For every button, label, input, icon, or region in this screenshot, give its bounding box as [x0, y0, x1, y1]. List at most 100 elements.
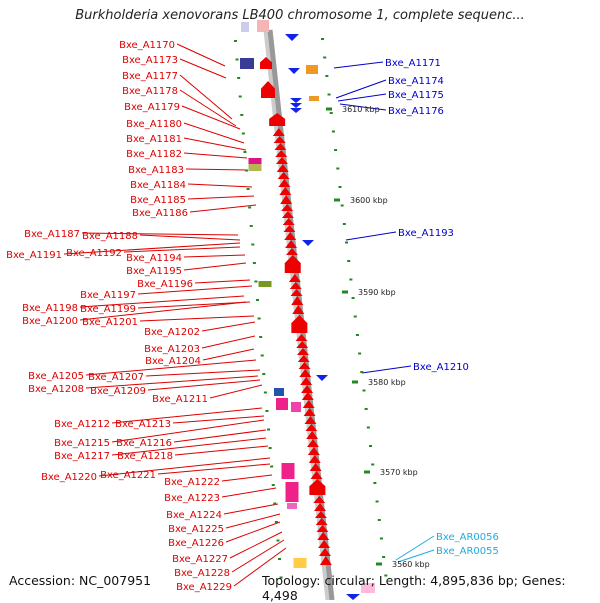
gene-feature	[291, 402, 301, 412]
leader-line-bxe_a1205	[85, 359, 257, 376]
gene-label-bxe_a1170: Bxe_A1170	[119, 40, 175, 51]
gene-feature-forward	[277, 172, 290, 179]
leader-line-bxe_a1220	[98, 457, 271, 477]
gene-feature-forward	[272, 128, 285, 136]
gene-feature-forward	[304, 416, 317, 424]
minor-tick	[245, 169, 249, 172]
gene-label-bxe_a1199: Bxe_A1199	[80, 304, 136, 315]
leader-line-bxe_a1211	[209, 384, 263, 399]
gene-feature-reverse	[285, 34, 299, 41]
minor-tick	[241, 132, 245, 135]
minor-tick	[263, 391, 267, 394]
gene-label-bxe_a1183: Bxe_A1183	[128, 165, 184, 176]
gene-label-bxe_a1202: Bxe_A1202	[144, 327, 200, 338]
leader-line-bxe_a1202	[201, 321, 256, 332]
minor-tick	[254, 280, 258, 283]
gene-feature	[248, 158, 262, 164]
gene-feature	[281, 463, 295, 479]
gene-label-bxe_a1194: Bxe_A1194	[126, 253, 182, 264]
gene-feature	[240, 58, 254, 69]
gene-feature-forward	[273, 136, 286, 143]
minor-tick	[234, 40, 237, 42]
gene-feature	[285, 482, 299, 502]
minor-tick	[364, 408, 368, 410]
leader-line-bxe_a1228	[231, 539, 285, 573]
gene-feature-forward	[281, 211, 294, 218]
gene-label-bxe_a1188: Bxe_A1188	[82, 231, 138, 242]
gene-label-bxe_a1208: Bxe_A1208	[28, 384, 84, 395]
gene-feature-reverse	[346, 594, 360, 600]
minor-tick	[260, 354, 264, 357]
gene-feature-forward	[292, 305, 305, 314]
gene-feature-forward	[260, 57, 272, 69]
gene-feature-forward	[285, 240, 298, 248]
leader-line-bxe_a1191	[63, 242, 241, 255]
minor-tick	[274, 521, 278, 523]
gene-label-bxe_a1223: Bxe_A1223	[164, 493, 220, 504]
minor-tick	[243, 151, 247, 153]
gene-label-bxe_a1227: Bxe_A1227	[172, 554, 228, 565]
minor-tick	[377, 519, 381, 521]
gene-feature-forward	[310, 471, 323, 479]
leader-line-bxe_a1229	[233, 547, 287, 587]
leader-line-bxe_a1223	[221, 487, 277, 498]
gene-label-bxe_a1185: Bxe_A1185	[130, 195, 186, 206]
minor-tick	[340, 204, 344, 207]
gene-label-bxe_a1181: Bxe_A1181	[126, 134, 182, 145]
leader-line-bxe_a1218	[174, 445, 269, 456]
gene-feature-reverse	[302, 240, 314, 246]
gene-feature-forward	[318, 548, 331, 556]
minor-tick	[271, 484, 275, 486]
minor-tick	[329, 112, 333, 114]
scale-label: 3600 kbp	[350, 196, 388, 205]
leader-line-bxe_a1183	[185, 168, 249, 171]
gene-feature-forward	[309, 479, 326, 495]
leader-line-bxe_a1225	[225, 513, 281, 529]
gene-label-bxe_a1171: Bxe_A1171	[385, 58, 441, 69]
leader-line-bxe_a1210	[361, 365, 412, 374]
gene-label-bxe_a1187: Bxe_A1187	[24, 229, 80, 240]
gene-feature-forward	[291, 315, 308, 333]
minor-tick	[257, 317, 261, 320]
gene-label-bxe_a1193: Bxe_A1193	[398, 228, 454, 239]
gene-label-bxe_a1225: Bxe_A1225	[168, 524, 224, 535]
minor-tick	[323, 56, 327, 59]
gene-feature-reverse	[290, 108, 302, 113]
gene-label-bxe_a1216: Bxe_A1216	[116, 438, 172, 449]
minor-tick	[349, 278, 353, 281]
gene-feature-forward	[291, 296, 304, 305]
gene-label-bxe_a1178: Bxe_A1178	[122, 86, 178, 97]
minor-tick	[334, 149, 338, 151]
minor-tick	[351, 297, 355, 299]
gene-feature-reverse	[290, 103, 302, 108]
gene-feature	[257, 20, 269, 32]
leader-line-bxe_a1226	[225, 521, 281, 543]
gene-feature-forward	[278, 179, 291, 187]
minor-tick	[384, 574, 388, 577]
gene-feature-forward	[300, 377, 313, 385]
leader-line-bxe_a1216	[173, 429, 267, 443]
gene-label-bxe_a1197: Bxe_A1197	[80, 290, 136, 301]
gene-feature-forward	[288, 274, 301, 282]
gene-feature-forward	[284, 232, 297, 240]
gene-label-bxe_a1222: Bxe_A1222	[164, 477, 220, 488]
minor-tick	[353, 315, 357, 318]
minor-tick	[362, 389, 366, 392]
gene-label-bxe_a1229: Bxe_A1229	[176, 582, 232, 593]
gene-feature	[287, 503, 297, 509]
gene-feature-forward	[298, 362, 311, 369]
minor-tick	[251, 243, 255, 246]
gene-feature-forward	[307, 447, 320, 455]
gene-feature-forward	[275, 157, 288, 164]
gene-label-bxe_a1213: Bxe_A1213	[115, 419, 171, 430]
leader-line-bxe_a1204	[202, 348, 255, 361]
leader-line-bxe_a1176	[339, 103, 387, 111]
minor-tick	[342, 223, 346, 225]
gene-label-bxe_a1228: Bxe_A1228	[174, 568, 230, 579]
gene-label-bxe_a1218: Bxe_A1218	[117, 451, 173, 462]
gene-feature	[309, 96, 319, 101]
gene-feature	[361, 583, 375, 593]
leader-line-bxe_a1198	[79, 295, 245, 308]
gene-feature-forward	[269, 113, 286, 126]
minor-tick	[338, 186, 342, 188]
